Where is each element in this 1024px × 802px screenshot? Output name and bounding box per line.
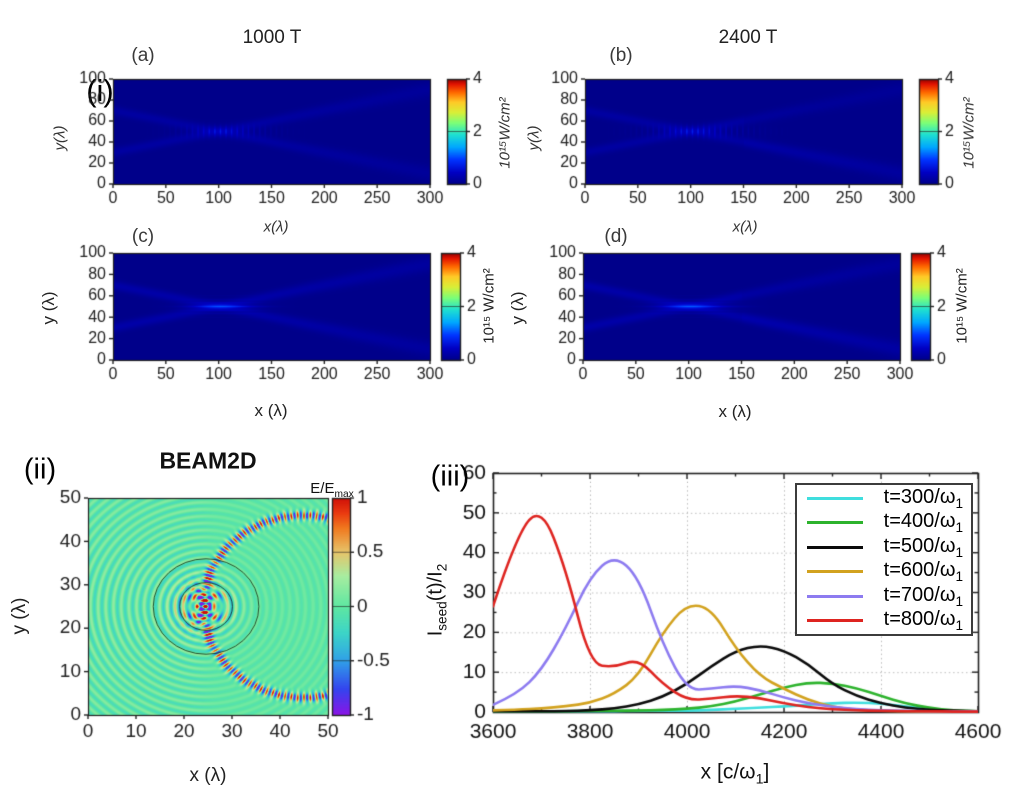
y-axis-label-c: y (λ) [39, 291, 58, 325]
beam2d-x-axis-label: x (λ) [189, 765, 227, 786]
legend-label: t=500/ω1 [883, 534, 963, 560]
seed-chart-x-axis-label: x [c/ω1] [701, 760, 770, 787]
legend-line-swatch [807, 521, 863, 525]
heatmap-a-canvas [75, 70, 495, 215]
legend-entry: t=600/ω1 [807, 559, 963, 585]
beam2d-y-axis-label: y (λ) [9, 597, 30, 635]
legend-entry: t=300/ω1 [807, 485, 963, 511]
x-axis-label-d: x (λ) [718, 402, 752, 421]
panel-letter-d: (d) [604, 226, 628, 247]
heatmap-d-canvas [545, 244, 965, 389]
ylabel-sub-seed: seed [434, 601, 450, 631]
x-axis-label-a: x(λ) [263, 218, 289, 236]
colorbar-unit-label-b: 10¹⁵W/cm² [960, 97, 978, 169]
legend-entry: t=800/ω1 [807, 608, 963, 634]
xlabel-pre: x [c/ω [700, 760, 756, 784]
heatmap-c-canvas [75, 244, 495, 389]
legend-label: t=700/ω1 [883, 583, 963, 609]
legend-line-swatch [807, 545, 863, 549]
y-axis-label-d: y (λ) [508, 291, 527, 325]
ylabel-I: I [424, 630, 447, 637]
column-title-2400T: 2400 T [718, 27, 778, 48]
legend-label: t=600/ω1 [883, 559, 963, 585]
colorbar-unit-label-a: 10¹⁵W/cm² [496, 97, 514, 169]
legend-label: t=400/ω1 [883, 510, 963, 536]
x-axis-label-c: x (λ) [254, 401, 288, 420]
colorbar-unit-label-d: 10¹⁵ W/cm² [953, 268, 971, 344]
y-axis-label-b: y(λ) [525, 125, 543, 151]
column-title-1000T: 1000 T [242, 27, 302, 48]
legend-entry: t=700/ω1 [807, 583, 963, 609]
ylabel-sub-2: 2 [434, 563, 450, 572]
beam2d-title: BEAM2D [159, 447, 257, 474]
legend-line-swatch [807, 619, 863, 623]
legend-line-swatch [807, 496, 863, 500]
seed-chart-y-axis-label: Iseed(t)/I2 [425, 564, 450, 637]
legend-line-swatch [807, 594, 863, 598]
legend-label: t=300/ω1 [883, 485, 963, 511]
ylabel-tI: (t)/I [424, 571, 447, 602]
panel-letter-b: (b) [609, 45, 633, 66]
x-axis-label-b: x(λ) [732, 218, 758, 236]
seed-chart-legend: t=300/ω1 t=400/ω1 t=500/ω1 t=600/ω1 t=700/ω1… [795, 483, 973, 636]
colorbar-unit-label-c: 10¹⁵ W/cm² [480, 268, 498, 344]
heatmap-b-canvas [547, 70, 967, 215]
panel-letter-a: (a) [131, 45, 155, 66]
section-label-ii: (ii) [23, 453, 57, 486]
legend-entry: t=400/ω1 [807, 510, 963, 536]
legend-entry: t=500/ω1 [807, 534, 963, 560]
legend-line-swatch [807, 570, 863, 574]
beam2d-canvas [36, 488, 408, 772]
xlabel-sub-1: 1 [755, 771, 764, 788]
panel-letter-c: (c) [131, 226, 155, 247]
section-label-iii: (iii) [430, 460, 470, 493]
xlabel-post: ] [763, 760, 770, 784]
legend-label: t=800/ω1 [883, 608, 963, 634]
y-axis-label-a: y(λ) [51, 125, 69, 151]
